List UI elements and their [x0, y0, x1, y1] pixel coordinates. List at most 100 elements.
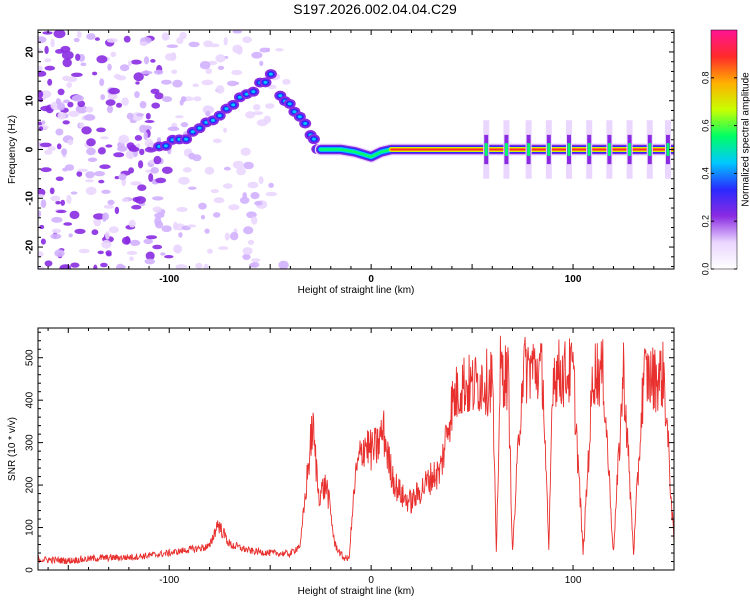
- noise-cell: [101, 189, 111, 194]
- noise-cell: [114, 176, 120, 180]
- y-tick-label: 0: [25, 146, 36, 152]
- noise-cell: [203, 263, 210, 269]
- noise-cell: [76, 171, 83, 177]
- noise-cell: [41, 120, 46, 125]
- noise-cell: [105, 99, 116, 106]
- noise-cell: [130, 181, 142, 186]
- noise-cell: [110, 51, 117, 58]
- noise-cell: [71, 94, 84, 102]
- noise-cell: [66, 194, 72, 204]
- noise-cell: [99, 78, 105, 87]
- noise-cell: [86, 138, 96, 147]
- noise-cell: [86, 147, 96, 156]
- noise-cell: [91, 229, 99, 236]
- noise-cell: [74, 228, 86, 234]
- noise-cell: [161, 166, 173, 174]
- noise-cell: [228, 204, 240, 211]
- noise-cell: [77, 168, 89, 172]
- noise-cell: [118, 173, 127, 181]
- noise-cell: [265, 191, 278, 197]
- noise-cell: [205, 68, 212, 75]
- noise-cell: [106, 38, 118, 43]
- noise-cell: [38, 251, 44, 258]
- noise-cell: [62, 75, 71, 82]
- noise-cell: [251, 216, 258, 225]
- noise-cell: [105, 231, 110, 240]
- noise-cell: [275, 48, 284, 52]
- ridge-cell: [244, 92, 249, 96]
- noise-cell: [116, 102, 122, 108]
- notch-core: [628, 143, 632, 156]
- noise-cell: [38, 90, 44, 98]
- noise-cell: [212, 138, 222, 144]
- noise-cell: [204, 228, 210, 234]
- ridge-cell: [210, 118, 215, 122]
- noise-cell: [232, 44, 243, 54]
- noise-cell: [93, 217, 102, 227]
- noise-cell: [55, 209, 67, 214]
- noise-cell: [180, 122, 189, 128]
- noise-cell: [100, 94, 106, 101]
- y-tick-label: 300: [25, 434, 36, 451]
- noise-cell: [217, 65, 225, 70]
- notch-core: [607, 143, 611, 156]
- noise-cell: [50, 38, 55, 48]
- noise-cell: [96, 127, 106, 133]
- noise-cell: [63, 222, 73, 226]
- x-axis-label: Height of straight line (km): [298, 586, 415, 597]
- ridge-cell: [251, 90, 256, 94]
- noise-cell: [128, 146, 140, 152]
- noise-cell: [135, 81, 140, 85]
- noise-cell: [223, 36, 228, 46]
- y-tick-label: 200: [25, 476, 36, 493]
- noise-cell: [139, 101, 147, 109]
- noise-cell: [162, 96, 173, 103]
- noise-cell: [126, 112, 134, 120]
- noise-cell: [61, 148, 68, 156]
- noise-cell: [105, 250, 112, 256]
- noise-cell: [143, 56, 150, 65]
- ridge-cell: [311, 137, 316, 141]
- noise-cell: [81, 126, 92, 135]
- noise-cell: [247, 181, 259, 189]
- noise-cell: [76, 31, 82, 38]
- notch-core: [527, 143, 531, 156]
- ridge-cell: [184, 137, 189, 141]
- noise-cell: [134, 135, 143, 141]
- noise-cell: [44, 260, 53, 267]
- noise-cell: [44, 45, 49, 55]
- noise-cell: [145, 251, 155, 261]
- noise-cell: [139, 148, 145, 156]
- noise-cell: [216, 85, 225, 94]
- y-tick-label: 100: [25, 519, 36, 536]
- noise-cell: [73, 37, 80, 43]
- noise-cell: [53, 30, 66, 39]
- noise-cell: [50, 233, 62, 240]
- noise-cell: [79, 122, 85, 128]
- noise-cell: [242, 36, 252, 43]
- ridge-cell: [297, 115, 302, 119]
- noise-cell: [139, 124, 147, 133]
- noise-cell: [130, 59, 142, 65]
- noise-cell: [242, 253, 251, 260]
- noise-cell: [268, 182, 274, 188]
- x-tick-label: 0: [368, 575, 374, 586]
- y-tick-label: 500: [25, 349, 36, 366]
- ridge-cell: [263, 80, 268, 84]
- noise-cell: [223, 183, 233, 189]
- noise-cell: [93, 213, 106, 220]
- noise-cell: [123, 35, 131, 43]
- noise-cell: [213, 197, 225, 204]
- noise-cell: [60, 45, 71, 53]
- notch-core: [484, 143, 488, 156]
- colorbar-tick-label: 0.2: [700, 215, 710, 228]
- noise-cell: [121, 236, 131, 245]
- noise-cell: [113, 73, 121, 79]
- noise-cell: [78, 248, 90, 254]
- noise-cell: [84, 114, 96, 121]
- noise-cell: [70, 262, 80, 268]
- noise-cell: [178, 176, 190, 185]
- y-tick-label: -10: [25, 191, 36, 206]
- noise-cell: [62, 120, 70, 125]
- y-tick-label: 20: [25, 46, 36, 58]
